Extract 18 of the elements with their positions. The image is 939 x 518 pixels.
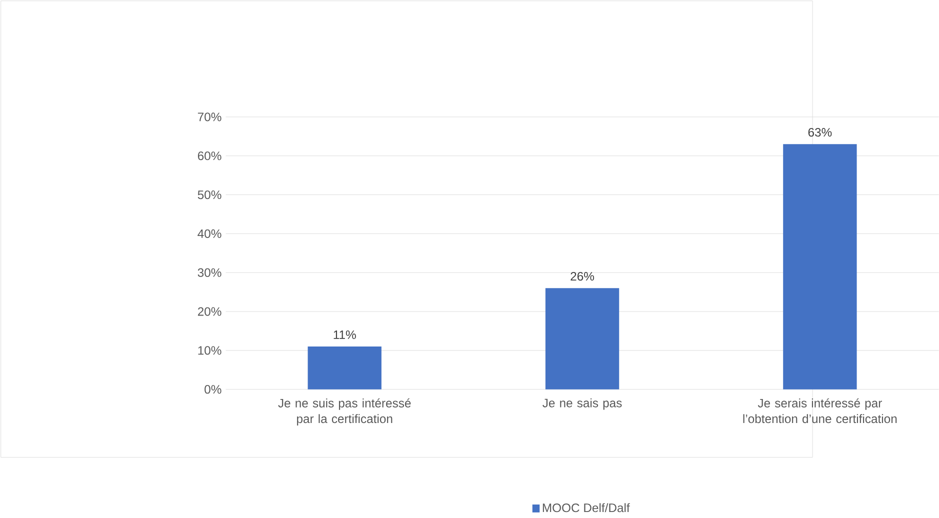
y-tick-label: 70% [198, 112, 222, 122]
data-label: 26% [570, 272, 594, 280]
y-tick-label: 20% [198, 307, 222, 316]
x-tick-label: Je ne sais pas [542, 398, 622, 410]
y-tick-label: 60% [198, 151, 222, 160]
y-tick-label: 40% [198, 229, 222, 238]
bar [545, 288, 620, 390]
data-label: 11% [334, 330, 356, 339]
y-tick-label: 10% [198, 346, 222, 355]
bar [308, 346, 382, 390]
y-tick-label: 0% [204, 384, 222, 394]
legend-label: MOOC Delf/Dalf [542, 503, 630, 512]
x-tick-label: Je serais intéressé par l’obtention d’une certification [743, 398, 897, 423]
x-tick-label: Je ne suis pas intéressé par la certification [278, 398, 411, 426]
bar [783, 144, 857, 390]
data-label: 63% [808, 128, 832, 136]
y-tick-label: 30% [198, 268, 222, 277]
y-tick-label: 50% [198, 190, 222, 199]
